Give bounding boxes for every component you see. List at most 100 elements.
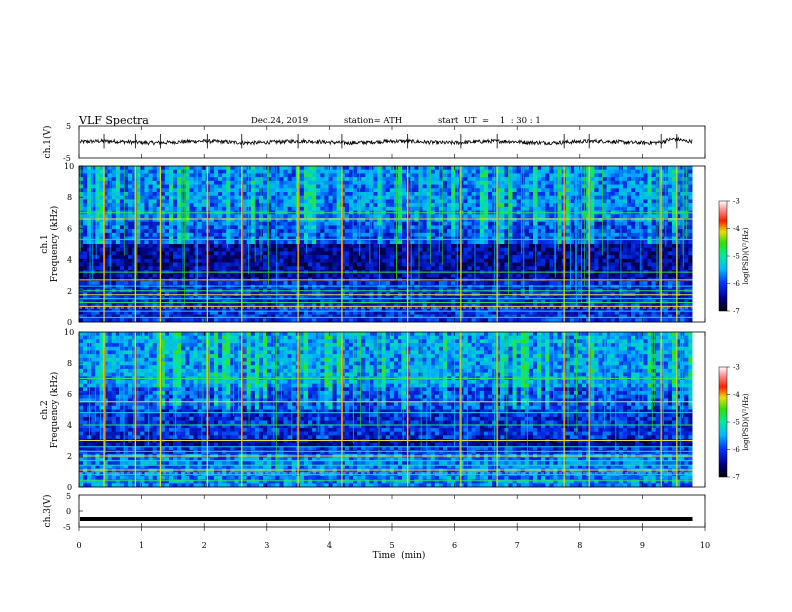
- spectrogram-cell: [357, 218, 362, 223]
- spectrogram-cell: [496, 236, 501, 241]
- spectrogram-cell: [312, 262, 317, 267]
- spectrogram-cell: [123, 258, 129, 263]
- spectrogram-cell: [602, 169, 607, 174]
- spectrogram-cell: [234, 173, 239, 178]
- spectrogram-cell: [83, 180, 88, 185]
- spectrogram-cell: [643, 247, 648, 252]
- spectrogram-cell: [672, 284, 677, 289]
- spectrogram-cell: [173, 203, 178, 208]
- spectrogram-cell: [328, 284, 333, 289]
- spectrogram-cell: [398, 232, 403, 237]
- spectrogram-cell: [684, 284, 689, 289]
- spectrogram-cell: [381, 281, 387, 286]
- spectrogram-cell: [87, 214, 92, 219]
- spectrogram-cell: [250, 244, 256, 249]
- spectrogram-cell: [541, 177, 546, 182]
- spectrogram-cell: [111, 203, 117, 208]
- spectrogram-cell: [218, 177, 223, 182]
- spectrogram-cell: [651, 199, 656, 204]
- spectrogram-cell: [213, 188, 219, 193]
- spectrogram-cell: [606, 199, 611, 204]
- spectrogram-cell: [381, 192, 387, 197]
- spectrogram-cell: [426, 195, 432, 200]
- spectrogram-cell: [557, 199, 562, 204]
- spectrogram-cell: [602, 206, 607, 211]
- spectrogram-cell: [320, 177, 325, 182]
- spectrogram-cell: [463, 262, 468, 267]
- spectrogram-cell: [95, 273, 100, 278]
- spectrogram-cell: [242, 169, 247, 174]
- spectrogram-cell: [348, 169, 354, 174]
- spectrogram-cell: [156, 199, 162, 204]
- spectrogram-cell: [512, 203, 517, 208]
- spectrogram-cell: [168, 203, 174, 208]
- spectrogram-cell: [287, 203, 292, 208]
- spectrogram-cell: [631, 273, 636, 278]
- spectrogram-cell: [414, 221, 419, 226]
- spectrogram-cell: [267, 284, 272, 289]
- spectrogram-cell: [430, 199, 436, 204]
- spectrogram-cell: [160, 203, 166, 208]
- spectrogram-cell: [557, 169, 562, 174]
- spectrogram-cell: [222, 203, 227, 208]
- spectrogram-cell: [504, 232, 509, 237]
- spectrogram-cell: [128, 206, 133, 211]
- spectrogram-cell: [103, 195, 108, 200]
- spectrogram-cell: [532, 247, 538, 252]
- spectrogram-cell: [263, 262, 268, 267]
- spectrogram-cell: [676, 258, 681, 263]
- spectrogram-cell: [361, 199, 366, 204]
- spectrogram-cell: [344, 251, 350, 256]
- spectrogram-cell: [132, 192, 137, 197]
- spectrogram-cell: [430, 225, 436, 230]
- spectrogram-cell: [271, 229, 276, 234]
- spectrogram-cell: [189, 218, 194, 223]
- spectrogram-cell: [410, 214, 415, 219]
- spectrogram-cell: [565, 199, 571, 204]
- spectrogram-cell: [541, 199, 546, 204]
- spectrogram-cell: [267, 232, 272, 237]
- spectrogram-cell: [496, 229, 501, 234]
- spectrogram-cell: [197, 258, 202, 263]
- spectrogram-cell: [91, 177, 96, 182]
- spectrogram-cell: [622, 192, 628, 197]
- spectrogram-cell: [164, 255, 170, 260]
- spectrogram-cell: [467, 229, 472, 234]
- spectrogram-cell: [197, 247, 202, 252]
- spectrogram-cell: [680, 273, 685, 278]
- spectrogram-cell: [508, 266, 513, 271]
- spectrogram-cell: [132, 199, 137, 204]
- spectrogram-cell: [201, 203, 207, 208]
- spectrogram-cell: [271, 255, 276, 260]
- spectrogram-cell: [279, 221, 284, 226]
- spectrogram-cell: [103, 199, 108, 204]
- spectrogram-cell: [508, 240, 513, 245]
- spectrogram-cell: [328, 203, 333, 208]
- spectrogram-cell: [267, 192, 272, 197]
- spectrogram-cell: [361, 184, 366, 189]
- spectrogram-cell: [659, 169, 665, 174]
- spectrogram-cell: [438, 184, 444, 189]
- spectrogram-cell: [336, 251, 342, 256]
- spectrogram-cell: [598, 255, 603, 260]
- spectrogram-cell: [688, 188, 693, 193]
- spectrogram-cell: [209, 262, 215, 267]
- spectrogram-cell: [545, 229, 550, 234]
- spectrogram-cell: [226, 177, 231, 182]
- spectrogram-cell: [414, 247, 419, 252]
- spectrogram-cell: [185, 266, 190, 271]
- spectrogram-cell: [287, 214, 292, 219]
- spectrogram-cell: [115, 184, 121, 189]
- spectrogram-cell: [79, 218, 84, 223]
- spectrogram-cell: [148, 273, 153, 278]
- spectrogram-cell: [680, 247, 685, 252]
- spectrogram-cell: [312, 184, 317, 189]
- spectrogram-cell: [226, 262, 231, 267]
- spectrogram-cell: [185, 173, 190, 178]
- spectrogram-cell: [639, 251, 644, 256]
- spectrogram-cell: [115, 247, 121, 252]
- spectrogram-cell: [532, 188, 538, 193]
- spectrogram-cell: [238, 247, 243, 252]
- spectrogram-cell: [291, 192, 297, 197]
- spectrogram-cell: [586, 284, 591, 289]
